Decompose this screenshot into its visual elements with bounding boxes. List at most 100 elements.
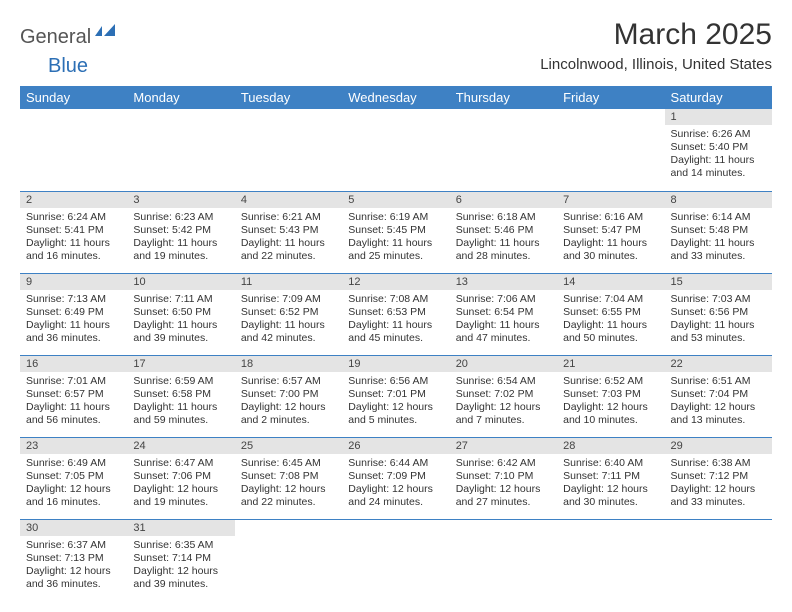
- day-number: 19: [342, 356, 449, 372]
- daylight-line: Daylight: 12 hours and 39 minutes.: [133, 565, 228, 591]
- calendar-day-cell: 15Sunrise: 7:03 AMSunset: 6:56 PMDayligh…: [665, 273, 772, 355]
- sunrise-line: Sunrise: 7:03 AM: [671, 293, 766, 306]
- day-details: Sunrise: 6:45 AMSunset: 7:08 PMDaylight:…: [235, 454, 342, 514]
- calendar-day-cell: 3Sunrise: 6:23 AMSunset: 5:42 PMDaylight…: [127, 191, 234, 273]
- sunset-line: Sunset: 7:06 PM: [133, 470, 228, 483]
- sunrise-line: Sunrise: 7:04 AM: [563, 293, 658, 306]
- day-details: Sunrise: 6:21 AMSunset: 5:43 PMDaylight:…: [235, 208, 342, 268]
- logo-text-general: General: [20, 26, 91, 49]
- day-details: Sunrise: 7:01 AMSunset: 6:57 PMDaylight:…: [20, 372, 127, 432]
- sunset-line: Sunset: 7:10 PM: [456, 470, 551, 483]
- day-number: 5: [342, 192, 449, 208]
- day-details: Sunrise: 6:57 AMSunset: 7:00 PMDaylight:…: [235, 372, 342, 432]
- calendar-day-cell: 7Sunrise: 6:16 AMSunset: 5:47 PMDaylight…: [557, 191, 664, 273]
- weekday-header: Friday: [557, 86, 664, 109]
- day-number: 17: [127, 356, 234, 372]
- sunset-line: Sunset: 7:13 PM: [26, 552, 121, 565]
- day-number: 23: [20, 438, 127, 454]
- sunrise-line: Sunrise: 7:01 AM: [26, 375, 121, 388]
- sunrise-line: Sunrise: 7:11 AM: [133, 293, 228, 306]
- daylight-line: Daylight: 12 hours and 27 minutes.: [456, 483, 551, 509]
- sunset-line: Sunset: 5:41 PM: [26, 224, 121, 237]
- calendar-day-cell: [557, 519, 664, 601]
- sunrise-line: Sunrise: 6:18 AM: [456, 211, 551, 224]
- day-details: Sunrise: 6:19 AMSunset: 5:45 PMDaylight:…: [342, 208, 449, 268]
- daylight-line: Daylight: 12 hours and 33 minutes.: [671, 483, 766, 509]
- day-number: 15: [665, 274, 772, 290]
- sunset-line: Sunset: 7:03 PM: [563, 388, 658, 401]
- calendar-day-cell: 21Sunrise: 6:52 AMSunset: 7:03 PMDayligh…: [557, 355, 664, 437]
- day-number: 8: [665, 192, 772, 208]
- day-number: [127, 109, 234, 125]
- calendar-week-row: 9Sunrise: 7:13 AMSunset: 6:49 PMDaylight…: [20, 273, 772, 355]
- daylight-line: Daylight: 11 hours and 59 minutes.: [133, 401, 228, 427]
- day-number: 29: [665, 438, 772, 454]
- calendar-day-cell: 11Sunrise: 7:09 AMSunset: 6:52 PMDayligh…: [235, 273, 342, 355]
- day-details: Sunrise: 7:08 AMSunset: 6:53 PMDaylight:…: [342, 290, 449, 350]
- sunset-line: Sunset: 6:49 PM: [26, 306, 121, 319]
- calendar-day-cell: [450, 109, 557, 191]
- day-number: 30: [20, 520, 127, 536]
- daylight-line: Daylight: 11 hours and 25 minutes.: [348, 237, 443, 263]
- day-number: 27: [450, 438, 557, 454]
- calendar-week-row: 2Sunrise: 6:24 AMSunset: 5:41 PMDaylight…: [20, 191, 772, 273]
- calendar-day-cell: [665, 519, 772, 601]
- calendar-table: Sunday Monday Tuesday Wednesday Thursday…: [20, 86, 772, 601]
- calendar-day-cell: [235, 519, 342, 601]
- day-number: 11: [235, 274, 342, 290]
- sunrise-line: Sunrise: 6:16 AM: [563, 211, 658, 224]
- daylight-line: Daylight: 12 hours and 24 minutes.: [348, 483, 443, 509]
- day-number: 14: [557, 274, 664, 290]
- sunset-line: Sunset: 7:04 PM: [671, 388, 766, 401]
- calendar-day-cell: 16Sunrise: 7:01 AMSunset: 6:57 PMDayligh…: [20, 355, 127, 437]
- logo-text-blue: Blue: [48, 55, 88, 78]
- day-details: Sunrise: 7:13 AMSunset: 6:49 PMDaylight:…: [20, 290, 127, 350]
- day-number: 1: [665, 109, 772, 125]
- sunrise-line: Sunrise: 7:06 AM: [456, 293, 551, 306]
- calendar-day-cell: 8Sunrise: 6:14 AMSunset: 5:48 PMDaylight…: [665, 191, 772, 273]
- day-details: Sunrise: 7:03 AMSunset: 6:56 PMDaylight:…: [665, 290, 772, 350]
- sunset-line: Sunset: 6:54 PM: [456, 306, 551, 319]
- sunrise-line: Sunrise: 6:21 AM: [241, 211, 336, 224]
- sunrise-line: Sunrise: 6:45 AM: [241, 457, 336, 470]
- day-details: Sunrise: 6:51 AMSunset: 7:04 PMDaylight:…: [665, 372, 772, 432]
- day-details: Sunrise: 6:23 AMSunset: 5:42 PMDaylight:…: [127, 208, 234, 268]
- day-details: Sunrise: 6:52 AMSunset: 7:03 PMDaylight:…: [557, 372, 664, 432]
- daylight-line: Daylight: 11 hours and 45 minutes.: [348, 319, 443, 345]
- day-number: 9: [20, 274, 127, 290]
- sunrise-line: Sunrise: 6:59 AM: [133, 375, 228, 388]
- calendar-day-cell: 4Sunrise: 6:21 AMSunset: 5:43 PMDaylight…: [235, 191, 342, 273]
- sunset-line: Sunset: 5:45 PM: [348, 224, 443, 237]
- weekday-header-row: Sunday Monday Tuesday Wednesday Thursday…: [20, 86, 772, 109]
- day-details: Sunrise: 6:26 AMSunset: 5:40 PMDaylight:…: [665, 125, 772, 185]
- daylight-line: Daylight: 12 hours and 5 minutes.: [348, 401, 443, 427]
- daylight-line: Daylight: 12 hours and 2 minutes.: [241, 401, 336, 427]
- day-number: [342, 109, 449, 125]
- sunset-line: Sunset: 6:52 PM: [241, 306, 336, 319]
- sunset-line: Sunset: 5:46 PM: [456, 224, 551, 237]
- sunrise-line: Sunrise: 6:47 AM: [133, 457, 228, 470]
- day-number: 2: [20, 192, 127, 208]
- page-title: March 2025: [540, 18, 772, 52]
- calendar-day-cell: [20, 109, 127, 191]
- calendar-day-cell: 1Sunrise: 6:26 AMSunset: 5:40 PMDaylight…: [665, 109, 772, 191]
- day-number: [235, 520, 342, 536]
- calendar-day-cell: 10Sunrise: 7:11 AMSunset: 6:50 PMDayligh…: [127, 273, 234, 355]
- sunrise-line: Sunrise: 6:26 AM: [671, 128, 766, 141]
- calendar-week-row: 16Sunrise: 7:01 AMSunset: 6:57 PMDayligh…: [20, 355, 772, 437]
- day-details: Sunrise: 6:49 AMSunset: 7:05 PMDaylight:…: [20, 454, 127, 514]
- day-number: 24: [127, 438, 234, 454]
- day-details: Sunrise: 6:18 AMSunset: 5:46 PMDaylight:…: [450, 208, 557, 268]
- calendar-day-cell: [450, 519, 557, 601]
- daylight-line: Daylight: 11 hours and 47 minutes.: [456, 319, 551, 345]
- calendar-day-cell: 26Sunrise: 6:44 AMSunset: 7:09 PMDayligh…: [342, 437, 449, 519]
- daylight-line: Daylight: 11 hours and 56 minutes.: [26, 401, 121, 427]
- calendar-day-cell: 24Sunrise: 6:47 AMSunset: 7:06 PMDayligh…: [127, 437, 234, 519]
- day-details: Sunrise: 6:14 AMSunset: 5:48 PMDaylight:…: [665, 208, 772, 268]
- sunrise-line: Sunrise: 6:51 AM: [671, 375, 766, 388]
- day-number: [665, 520, 772, 536]
- day-details: Sunrise: 6:44 AMSunset: 7:09 PMDaylight:…: [342, 454, 449, 514]
- calendar-week-row: 30Sunrise: 6:37 AMSunset: 7:13 PMDayligh…: [20, 519, 772, 601]
- day-number: 10: [127, 274, 234, 290]
- sunset-line: Sunset: 7:12 PM: [671, 470, 766, 483]
